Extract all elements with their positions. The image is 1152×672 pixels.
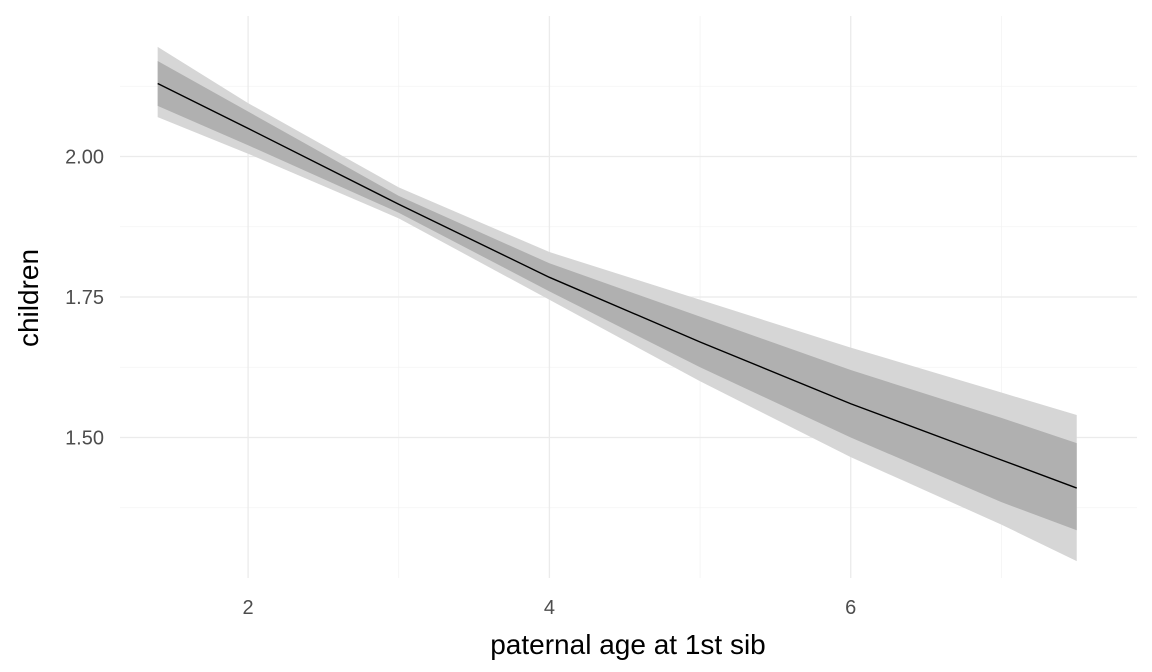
y-tick-labels: 1.50 1.75 2.00 bbox=[65, 147, 104, 450]
inner-confidence-band bbox=[157, 60, 1077, 531]
minor-gridlines bbox=[120, 16, 1137, 578]
y-tick-label: 1.50 bbox=[65, 428, 104, 450]
x-tick-label: 4 bbox=[544, 597, 555, 619]
x-tick-label: 6 bbox=[845, 597, 856, 619]
x-axis-title: paternal age at 1st sib bbox=[490, 629, 766, 660]
x-tick-label: 2 bbox=[243, 597, 254, 619]
y-tick-label: 1.75 bbox=[65, 287, 104, 309]
y-axis-title: children bbox=[13, 249, 44, 347]
confidence-bands bbox=[157, 46, 1077, 562]
fitted-line bbox=[157, 82, 1077, 489]
x-tick-labels: 2 4 6 bbox=[243, 597, 857, 619]
y-tick-label: 2.00 bbox=[65, 147, 104, 169]
